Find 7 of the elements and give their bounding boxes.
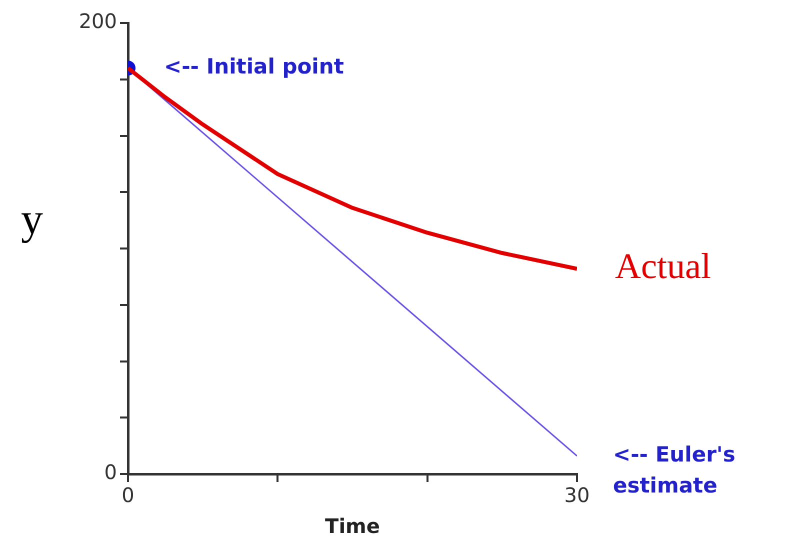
y-axis-title: y xyxy=(21,194,43,244)
y-tick-label: 200 xyxy=(78,9,117,34)
x-axis-title: Time xyxy=(325,514,380,538)
series-label: Actual xyxy=(615,246,711,286)
annotation: <-- Euler's estimate xyxy=(613,442,736,498)
annotation: <-- Initial point xyxy=(164,54,344,79)
x-tick-label: 30 xyxy=(564,483,590,508)
